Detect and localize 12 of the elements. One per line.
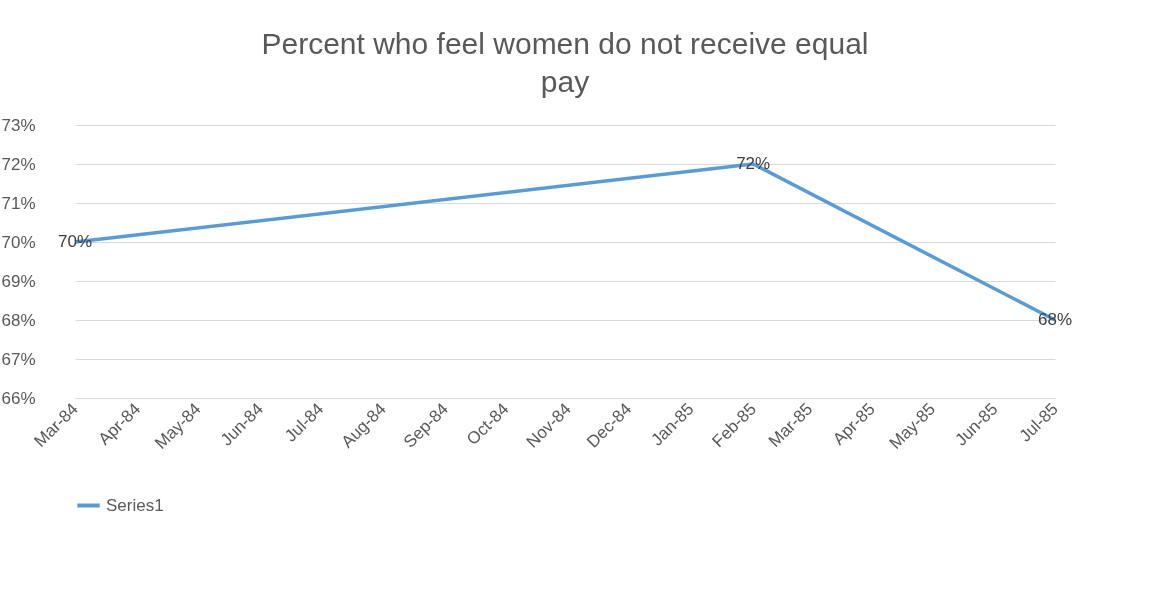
y-tick-label: 72% (1, 154, 36, 174)
y-tick-label: 73% (1, 115, 36, 135)
y-tick-label: 71% (1, 193, 36, 213)
y-tick-label: 70% (1, 232, 36, 252)
y-tick-label: 69% (1, 271, 36, 291)
y-tick-label: 68% (1, 310, 36, 330)
y-tick-label: 66% (1, 388, 36, 408)
chart-title: Percent who feel women do not receive equal pay (261, 27, 869, 98)
y-tick-label: 67% (1, 349, 36, 369)
data-label: 68% (1037, 310, 1073, 329)
legend-label: Series1 (106, 495, 164, 515)
data-label: 70% (57, 232, 93, 251)
